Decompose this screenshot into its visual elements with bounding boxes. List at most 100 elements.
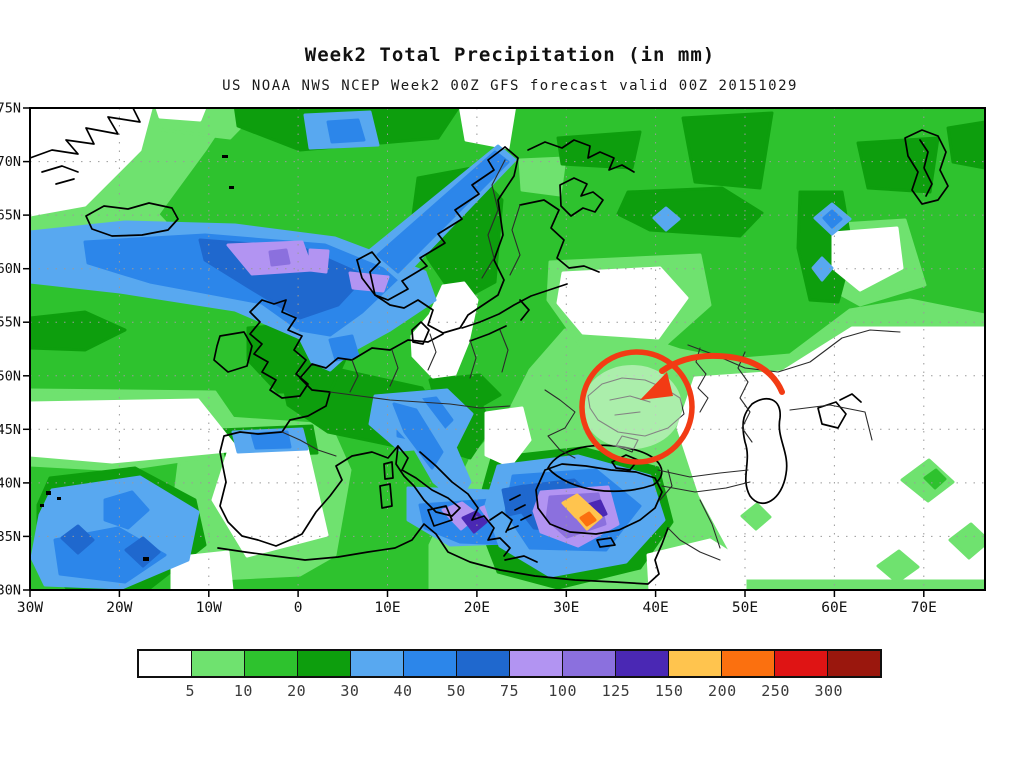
lon-label: 70E [911,600,937,616]
coastline [519,199,600,273]
coastline [507,494,532,531]
lon-label: 10W [196,600,222,616]
precip-region [155,108,207,122]
island-mark [229,186,234,189]
precip-region [328,334,360,362]
country-border [349,329,509,393]
country-border [281,431,337,457]
colorbar-cell [191,651,244,676]
colorbar-tick-label: 40 [393,682,413,700]
lon-label: 20E [464,600,490,616]
country-border [544,389,576,459]
precip-region [326,118,366,144]
coastline [395,445,461,517]
lon-label: 10E [374,600,400,616]
colorbar-tick-label: 125 [601,682,631,700]
lon-label: 30E [553,600,579,616]
precip-region [681,111,774,190]
colorbar-tick-label: 20 [287,682,307,700]
precip-region [556,266,689,340]
precip-region [831,226,904,292]
country-border [659,469,721,561]
country-border [481,159,521,279]
precip-region [60,524,95,555]
precip-region [556,130,642,170]
lat-label: 50N [0,368,21,384]
precip-region [948,522,985,560]
coastline [904,129,949,205]
lat-label: 60N [0,261,21,277]
highlight-circle-annotation [579,349,695,465]
colorbar-cell [456,651,509,676]
coastline [742,397,788,505]
precip-region [308,248,330,274]
colorbar-tick-label: 75 [499,682,520,700]
coastline [30,108,141,159]
precip-region [518,156,567,197]
lat-label: 75N [0,101,21,117]
coastline [596,537,616,548]
page-subtitle: US NOAA NWS NCEP Week2 00Z GFS forecast … [222,78,798,94]
country-border [657,469,751,493]
country-border [329,391,511,409]
coastline [611,454,639,471]
coastline [383,461,394,480]
lon-label: 30W [17,600,43,616]
island-mark [46,491,51,495]
lat-label: 35N [0,529,21,545]
precip-region [30,310,127,352]
coastline [219,333,444,547]
coastline [356,251,444,334]
country-border [587,377,685,437]
precip-region [103,490,150,530]
precip-region [410,281,479,379]
precip-region [579,511,597,527]
precip-region [876,549,920,584]
coastline [442,146,519,334]
annotation-arrow [659,352,785,395]
coastline [527,139,635,173]
island-mark [222,155,228,158]
coastline [535,463,663,535]
colorbar-cell [350,651,403,676]
coastline [217,523,669,585]
lon-label: 40E [642,600,668,616]
colorbar-cell [827,651,880,676]
precip-region [458,108,517,150]
lon-label: 50E [732,600,758,616]
lat-label: 55N [0,315,21,331]
coastline [461,283,568,342]
colorbar-labels: 5 10 20 30 40 50 75 100 125 150 200 250 300 [137,682,882,702]
lat-label: 65N [0,208,21,224]
island-mark [143,557,149,561]
lon-label: 60E [821,600,847,616]
map-layers [30,108,985,590]
precip-region [484,406,532,468]
colorbar-tick-label: 50 [446,682,466,700]
lat-label: 40N [0,475,21,491]
precip-region [923,468,947,490]
precip-region [652,206,681,232]
colorbar-cell [403,651,456,676]
lat-label: 30N [0,583,21,599]
coastline [249,299,309,399]
country-border [609,395,651,416]
precip-region [946,120,985,170]
coastline [419,451,538,563]
island-mark [57,497,61,500]
precip-region [348,271,390,293]
precip-region [501,484,532,517]
coastline [427,505,453,527]
colorbar-tick-label: 200 [708,682,737,700]
colorbar-tick-label: 100 [548,682,577,700]
island-mark [40,504,44,507]
page-title: Week2 Total Precipitation (in mm) [304,44,716,66]
colorbar-cell [244,651,297,676]
precip-region [616,186,764,238]
colorbar-cell [668,651,721,676]
lon-label: 0 [294,600,303,616]
coastline [213,331,253,373]
coastline [559,177,604,217]
